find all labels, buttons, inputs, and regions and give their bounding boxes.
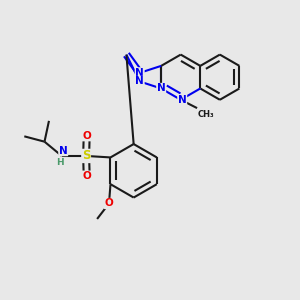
- Text: O: O: [82, 171, 91, 181]
- Text: N: N: [59, 146, 68, 156]
- Text: CH₃: CH₃: [198, 110, 214, 119]
- Text: N: N: [157, 83, 166, 94]
- Text: H: H: [56, 158, 64, 167]
- Text: N: N: [178, 95, 187, 105]
- Text: N: N: [135, 76, 144, 86]
- Text: N: N: [135, 68, 144, 78]
- Text: S: S: [82, 149, 90, 162]
- Text: O: O: [82, 131, 91, 141]
- Text: O: O: [105, 199, 113, 208]
